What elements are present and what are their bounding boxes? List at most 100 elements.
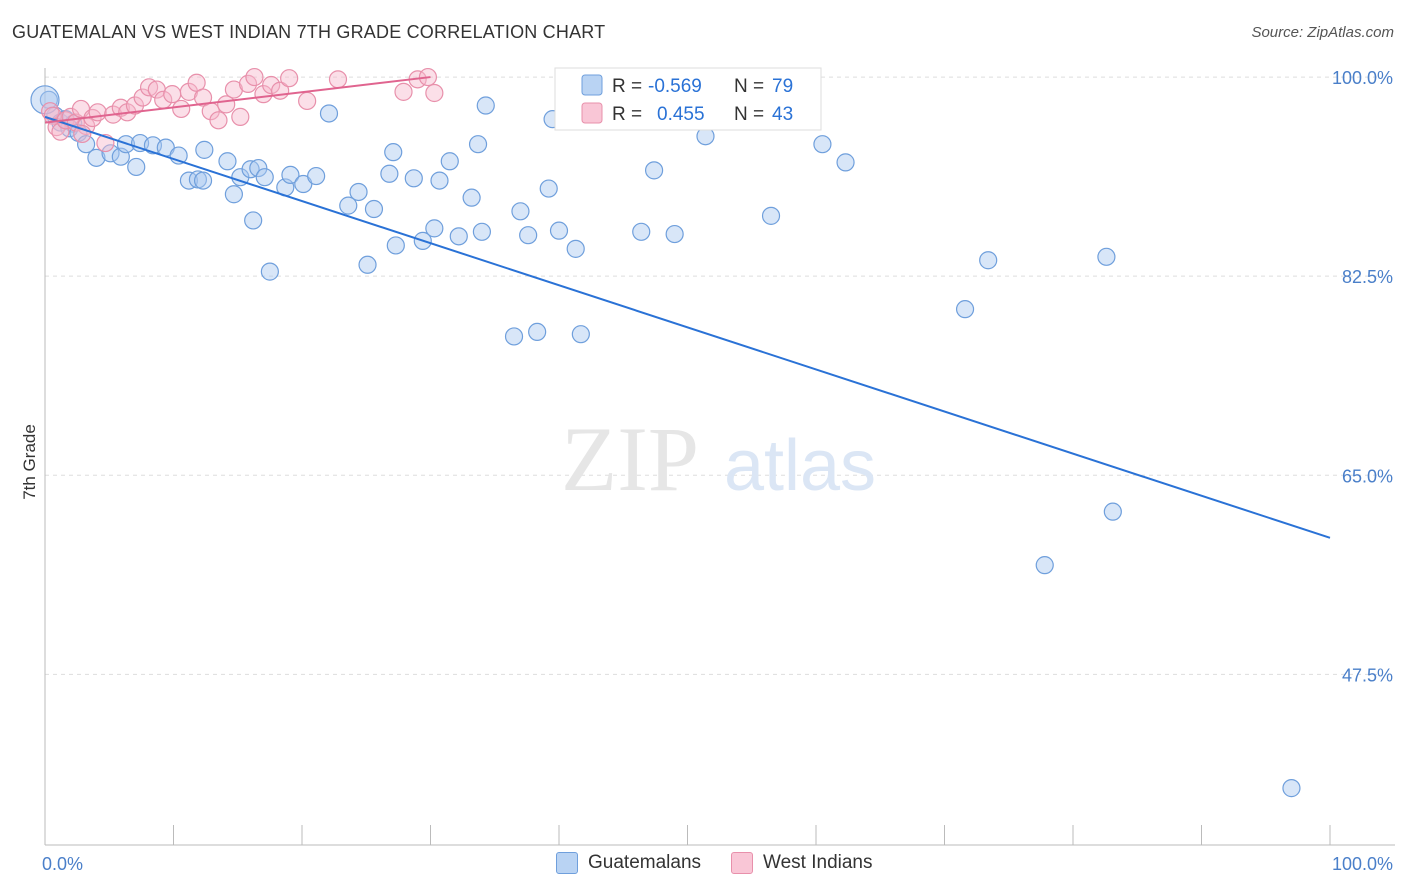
data-point	[1035, 556, 1054, 575]
data-point	[319, 104, 339, 123]
data-point	[163, 85, 182, 104]
data-point	[462, 188, 481, 207]
data-point	[260, 262, 279, 281]
data-point	[218, 152, 237, 171]
data-point	[195, 140, 214, 159]
data-point	[209, 111, 228, 130]
legend-swatch-west-indians	[581, 102, 603, 124]
data-point	[358, 255, 377, 274]
data-point	[979, 251, 998, 270]
data-point	[255, 168, 274, 187]
legend-item-guatemalans[interactable]: Guatemalans	[556, 852, 701, 874]
data-point	[519, 226, 538, 245]
data-point	[394, 82, 413, 101]
y-tick-label: 65.0%	[1342, 466, 1393, 486]
data-point	[244, 211, 263, 230]
data-point	[1097, 247, 1116, 266]
data-point	[386, 236, 405, 255]
axes	[44, 68, 1395, 846]
legend-swatch-guatemalans	[581, 74, 603, 96]
y-tick-label: 82.5%	[1342, 267, 1393, 287]
y-axis-label: 7th Grade	[20, 424, 39, 500]
bottom-legend: Guatemalans West Indians	[556, 852, 903, 874]
data-point	[384, 143, 403, 162]
data-point	[644, 161, 664, 180]
data-point	[101, 144, 120, 163]
data-point	[172, 99, 191, 119]
data-point	[528, 322, 547, 342]
legend-n-label-2: N =	[734, 104, 764, 125]
data-point	[249, 158, 268, 178]
legend-r-value-1: -0.569	[648, 76, 702, 97]
chart-title: GUATEMALAN VS WEST INDIAN 7TH GRADE CORR…	[12, 22, 606, 42]
data-point	[87, 148, 106, 167]
data-point	[665, 224, 684, 244]
data-point	[404, 169, 423, 188]
west-indians-swatch	[731, 852, 754, 874]
trend-lines	[44, 76, 1331, 539]
data-point	[281, 165, 300, 185]
data-point	[511, 202, 530, 221]
data-point	[193, 88, 213, 107]
data-point	[1103, 502, 1122, 521]
y-tick-label: 47.5%	[1342, 665, 1393, 685]
data-point	[380, 164, 399, 183]
data-point	[262, 75, 281, 95]
data-point	[504, 327, 524, 346]
data-point	[430, 171, 449, 190]
data-point	[549, 221, 569, 240]
legend-label-guatemalans: Guatemalans	[588, 852, 702, 873]
west-indians-trend-line	[44, 76, 431, 124]
data-point	[298, 91, 317, 111]
data-point	[836, 153, 855, 172]
data-point	[193, 171, 213, 190]
watermark-zip: ZIP	[561, 408, 699, 510]
legend-r-value-2: 0.455	[657, 104, 705, 125]
legend-n-label-1: N =	[734, 76, 764, 97]
data-point	[955, 300, 975, 319]
data-point	[468, 135, 488, 154]
data-point	[761, 206, 781, 225]
data-point	[231, 107, 250, 126]
tick-labels: 100.0% 82.5% 65.0% 47.5% 0.0% 100.0%	[42, 68, 1393, 874]
data-point	[539, 179, 558, 198]
y-tick-label: 100.0%	[1332, 68, 1393, 88]
data-point	[339, 196, 358, 215]
data-point	[133, 88, 152, 107]
data-point	[77, 135, 96, 154]
data-point	[571, 325, 590, 344]
data-point	[440, 152, 459, 171]
data-point	[425, 83, 444, 103]
data-point	[307, 166, 326, 186]
legend-label-west-indians: West Indians	[763, 852, 873, 873]
legend-n-value-2: 43	[772, 104, 793, 125]
legend-r-label-2: R =	[612, 104, 642, 125]
data-point	[476, 96, 495, 115]
data-point	[280, 69, 299, 88]
data-point	[127, 157, 146, 177]
data-point	[472, 222, 491, 241]
data-point	[328, 70, 348, 89]
data-point	[238, 74, 258, 93]
watermark: ZIP atlas	[561, 408, 876, 510]
legend-r-label-1: R =	[612, 76, 642, 97]
source-label: Source: ZipAtlas.com	[1251, 24, 1394, 41]
data-point	[51, 122, 70, 141]
guatemalans-swatch	[556, 852, 578, 874]
watermark-atlas: atlas	[724, 426, 876, 506]
data-point	[425, 219, 444, 238]
data-point	[88, 103, 107, 122]
data-point	[349, 182, 368, 202]
data-point	[1282, 779, 1301, 798]
legend-n-value-1: 79	[772, 76, 793, 97]
data-point	[566, 239, 585, 258]
data-point	[632, 222, 651, 241]
data-point	[364, 199, 384, 219]
legend-box: R = -0.569 N = 79 R = 0.455 N = 43	[554, 67, 822, 131]
west-indians-points	[41, 67, 444, 153]
x-tick-label: 100.0%	[1332, 854, 1393, 874]
guatemalans-trend-line	[44, 115, 1331, 539]
legend-item-west-indians[interactable]: West Indians	[731, 852, 873, 874]
data-point	[813, 135, 832, 154]
